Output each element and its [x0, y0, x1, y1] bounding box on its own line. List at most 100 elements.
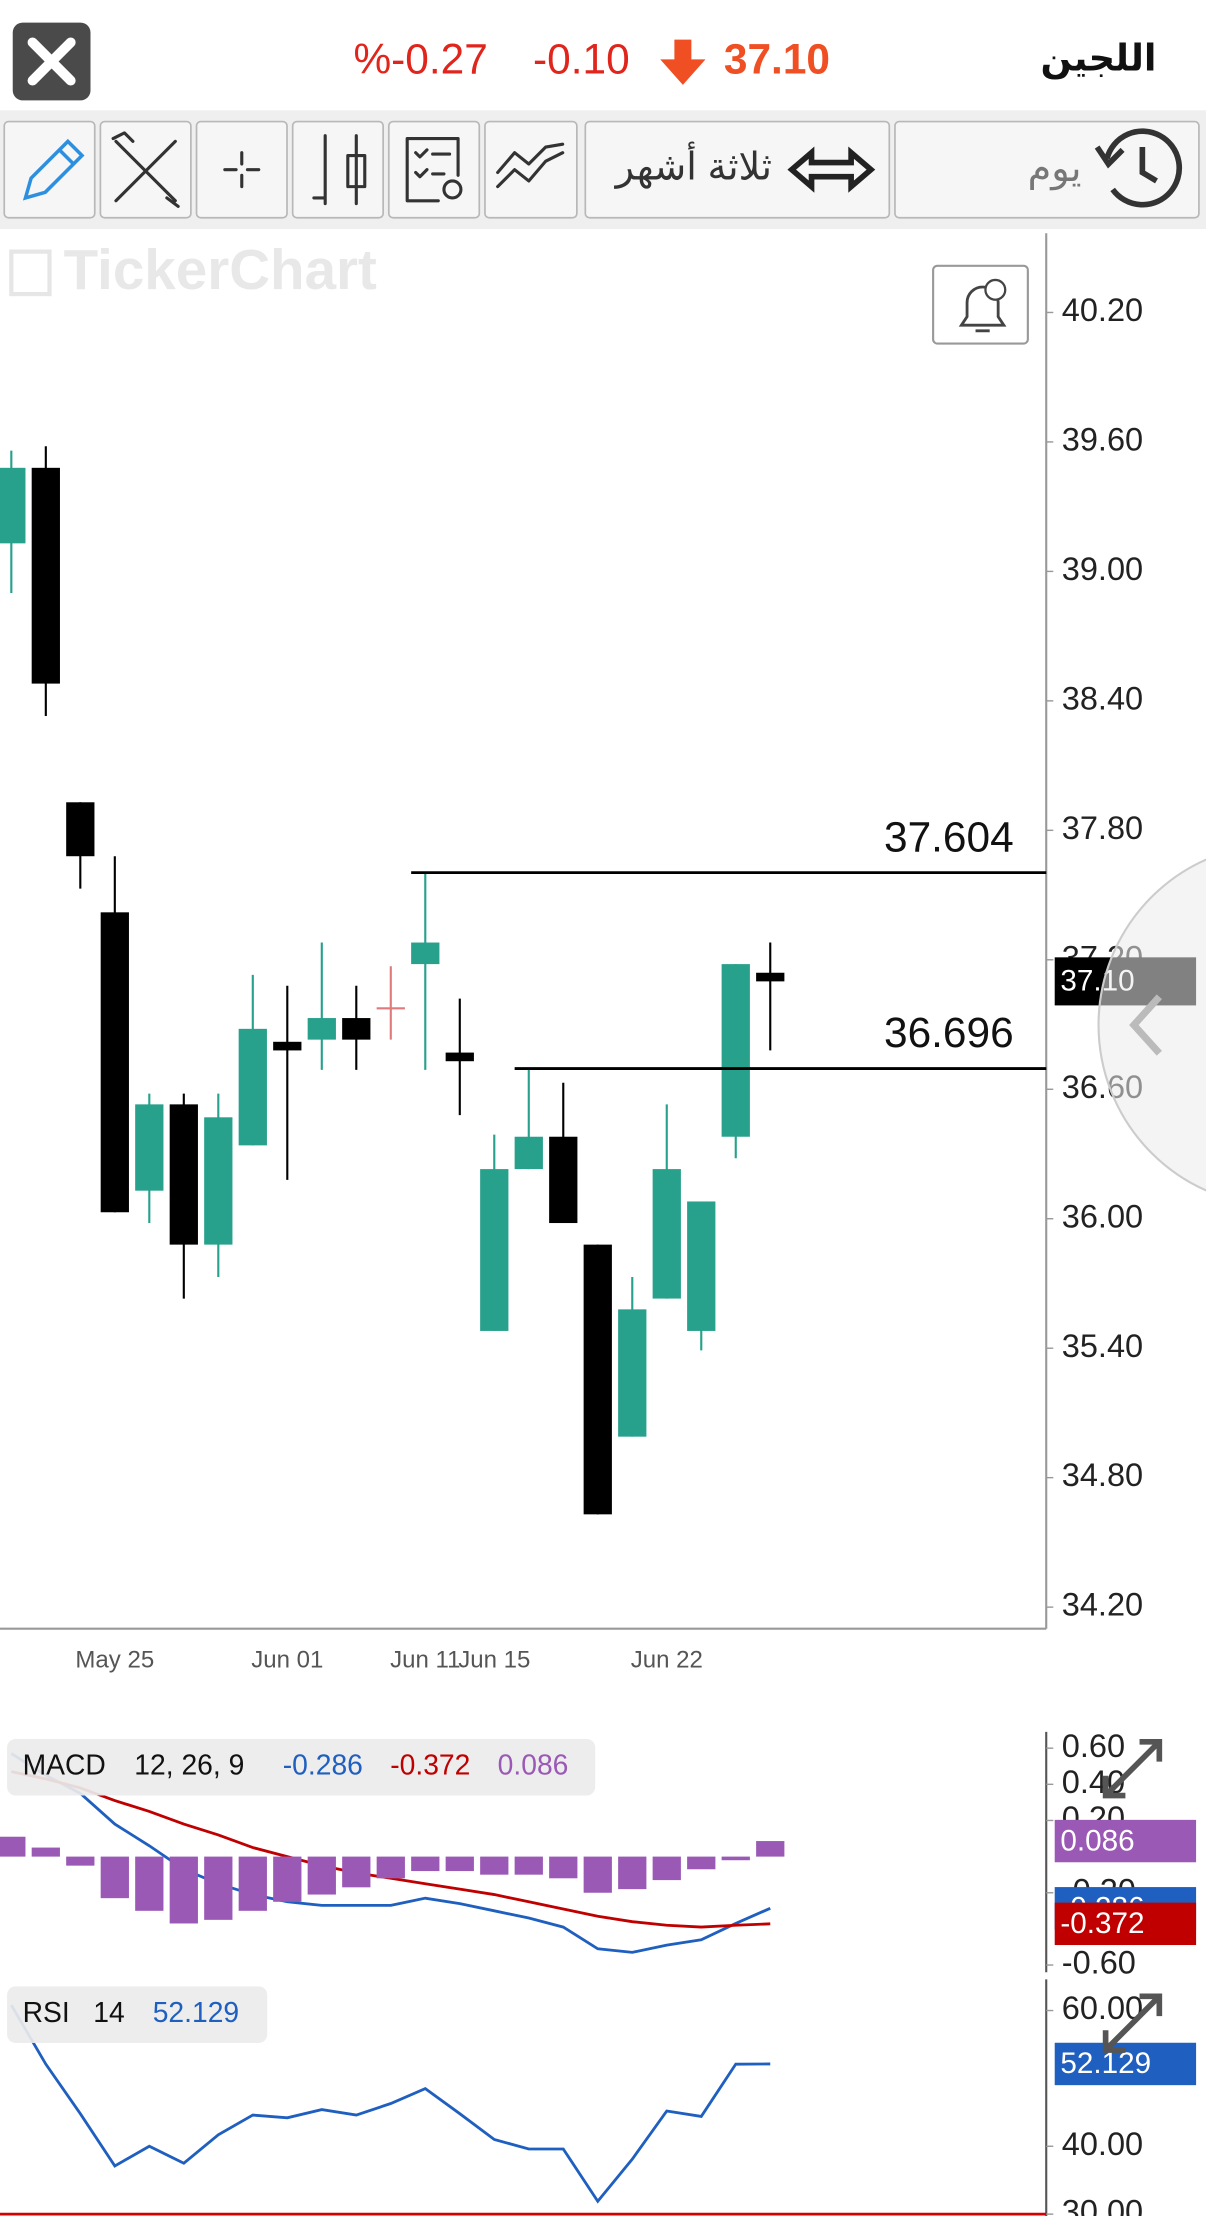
price-line-label: 36.696 [884, 1009, 1014, 1056]
button-bg [3, 120, 96, 219]
histogram-bar [66, 1856, 95, 1866]
x-tick-label: Jun 15 [458, 1647, 530, 1674]
draw-button[interactable] [3, 120, 96, 219]
candle-body [273, 1041, 302, 1051]
candle-body [135, 1104, 164, 1191]
candle-body [687, 1201, 716, 1331]
histogram-bar [376, 1856, 405, 1879]
crosshair-icon [223, 151, 261, 189]
history-icon [1094, 128, 1183, 208]
close-button[interactable] [12, 22, 91, 101]
candle-body [445, 1052, 474, 1062]
histogram-bar [514, 1856, 543, 1875]
value-tag [1054, 1819, 1197, 1863]
pencil-icon [22, 138, 85, 201]
x-tick-label: Jun 01 [251, 1647, 323, 1674]
histogram-bar [204, 1856, 233, 1920]
y-tick-label: 35.40 [1062, 1328, 1143, 1364]
legend-title: RSI [23, 1996, 70, 2028]
indicators-button[interactable] [484, 120, 578, 219]
price-line-label: 37.604 [884, 813, 1014, 860]
candle-body [169, 1104, 198, 1245]
button-bg [195, 120, 288, 219]
candle-body [756, 972, 785, 982]
histogram-bar [411, 1856, 440, 1872]
histogram-bar [480, 1856, 509, 1875]
watermark-icon [9, 249, 52, 297]
chart-type-button[interactable] [291, 120, 385, 219]
y-tick-label: 40.00 [1062, 2126, 1143, 2162]
y-tick-label: 0.60 [1062, 1728, 1125, 1764]
candle-body [342, 1018, 371, 1040]
histogram-bar [169, 1856, 198, 1924]
down-arrow [660, 39, 706, 85]
legend-title: MACD [23, 1749, 106, 1781]
y-tick-label: 30.00 [1062, 2194, 1143, 2216]
button-bg [584, 120, 891, 219]
legend-params: 14 [93, 1996, 124, 2028]
legend-value: -0.286 [283, 1749, 363, 1781]
watermark: TickerChart [64, 238, 377, 301]
histogram-bar [135, 1856, 164, 1911]
gear-icon [442, 179, 463, 200]
expand-icon[interactable] [1102, 1993, 1163, 2053]
scroll-handle[interactable] [1097, 844, 1206, 1206]
y-tick-label: 36.00 [1062, 1198, 1143, 1234]
legend-box [7, 1738, 596, 1796]
y-tick-label: 34.20 [1062, 1587, 1143, 1623]
range-icon [787, 146, 876, 193]
y-tick-label: 37.80 [1062, 810, 1143, 846]
close-icon [27, 37, 76, 86]
histogram-bar [445, 1856, 474, 1872]
value-tag-label: -0.372 [1060, 1907, 1144, 1940]
histogram-bar [721, 1856, 750, 1861]
alert-button[interactable] [932, 264, 1029, 345]
x-tick-label: Jun 22 [631, 1647, 703, 1674]
candle-body [411, 942, 440, 965]
y-tick-label: 60.00 [1062, 1990, 1143, 2026]
plus-circle [984, 278, 1007, 301]
histogram-bar [0, 1836, 26, 1857]
price: 37.10 [724, 35, 830, 82]
legend-value: 0.086 [498, 1749, 569, 1781]
symbol: اللجين [1041, 37, 1157, 79]
histogram-bar [273, 1856, 302, 1902]
rsi-line [10, 2004, 771, 2204]
range-button[interactable]: ثلاثة أشهر [584, 120, 891, 219]
histogram-bar [687, 1856, 716, 1870]
candle-body [480, 1169, 509, 1331]
histogram-bar [618, 1856, 647, 1890]
candle-body [376, 1007, 405, 1010]
clock-hand [1139, 147, 1158, 184]
button-bg [894, 120, 1200, 219]
bell-icon [958, 285, 1007, 333]
interval-button[interactable]: يوم [894, 120, 1200, 219]
crosshair-button[interactable] [195, 120, 288, 219]
change-pct: %-0.27 [353, 35, 487, 82]
button-bg [387, 120, 481, 219]
histogram-bar [307, 1856, 336, 1895]
histogram-bar [756, 1841, 785, 1857]
x-tick-label: Jun 11 [390, 1647, 460, 1674]
button-bg [291, 120, 385, 219]
histogram-bar [549, 1856, 578, 1879]
histogram-bar [100, 1856, 129, 1899]
checklist-icon [405, 136, 460, 203]
scroll-arrow [1129, 994, 1162, 1056]
tools-button[interactable] [99, 120, 192, 219]
y-tick-label: 38.40 [1062, 680, 1143, 716]
histogram-bar [652, 1856, 681, 1881]
candle-body [100, 912, 129, 1213]
value-tag [1054, 1902, 1197, 1946]
tools-icon [111, 131, 180, 208]
settings-button[interactable] [387, 120, 481, 219]
legend-params: 12, 26, 9 [134, 1749, 244, 1781]
candle-body [618, 1309, 647, 1437]
y-tick-label: 34.80 [1062, 1457, 1143, 1493]
expand-icon[interactable] [1102, 1738, 1163, 1799]
candle-body [583, 1244, 612, 1515]
candle-body [31, 467, 60, 684]
plot-layer: 40.2039.6039.0038.4037.8037.2036.6036.00… [0, 233, 1206, 2216]
